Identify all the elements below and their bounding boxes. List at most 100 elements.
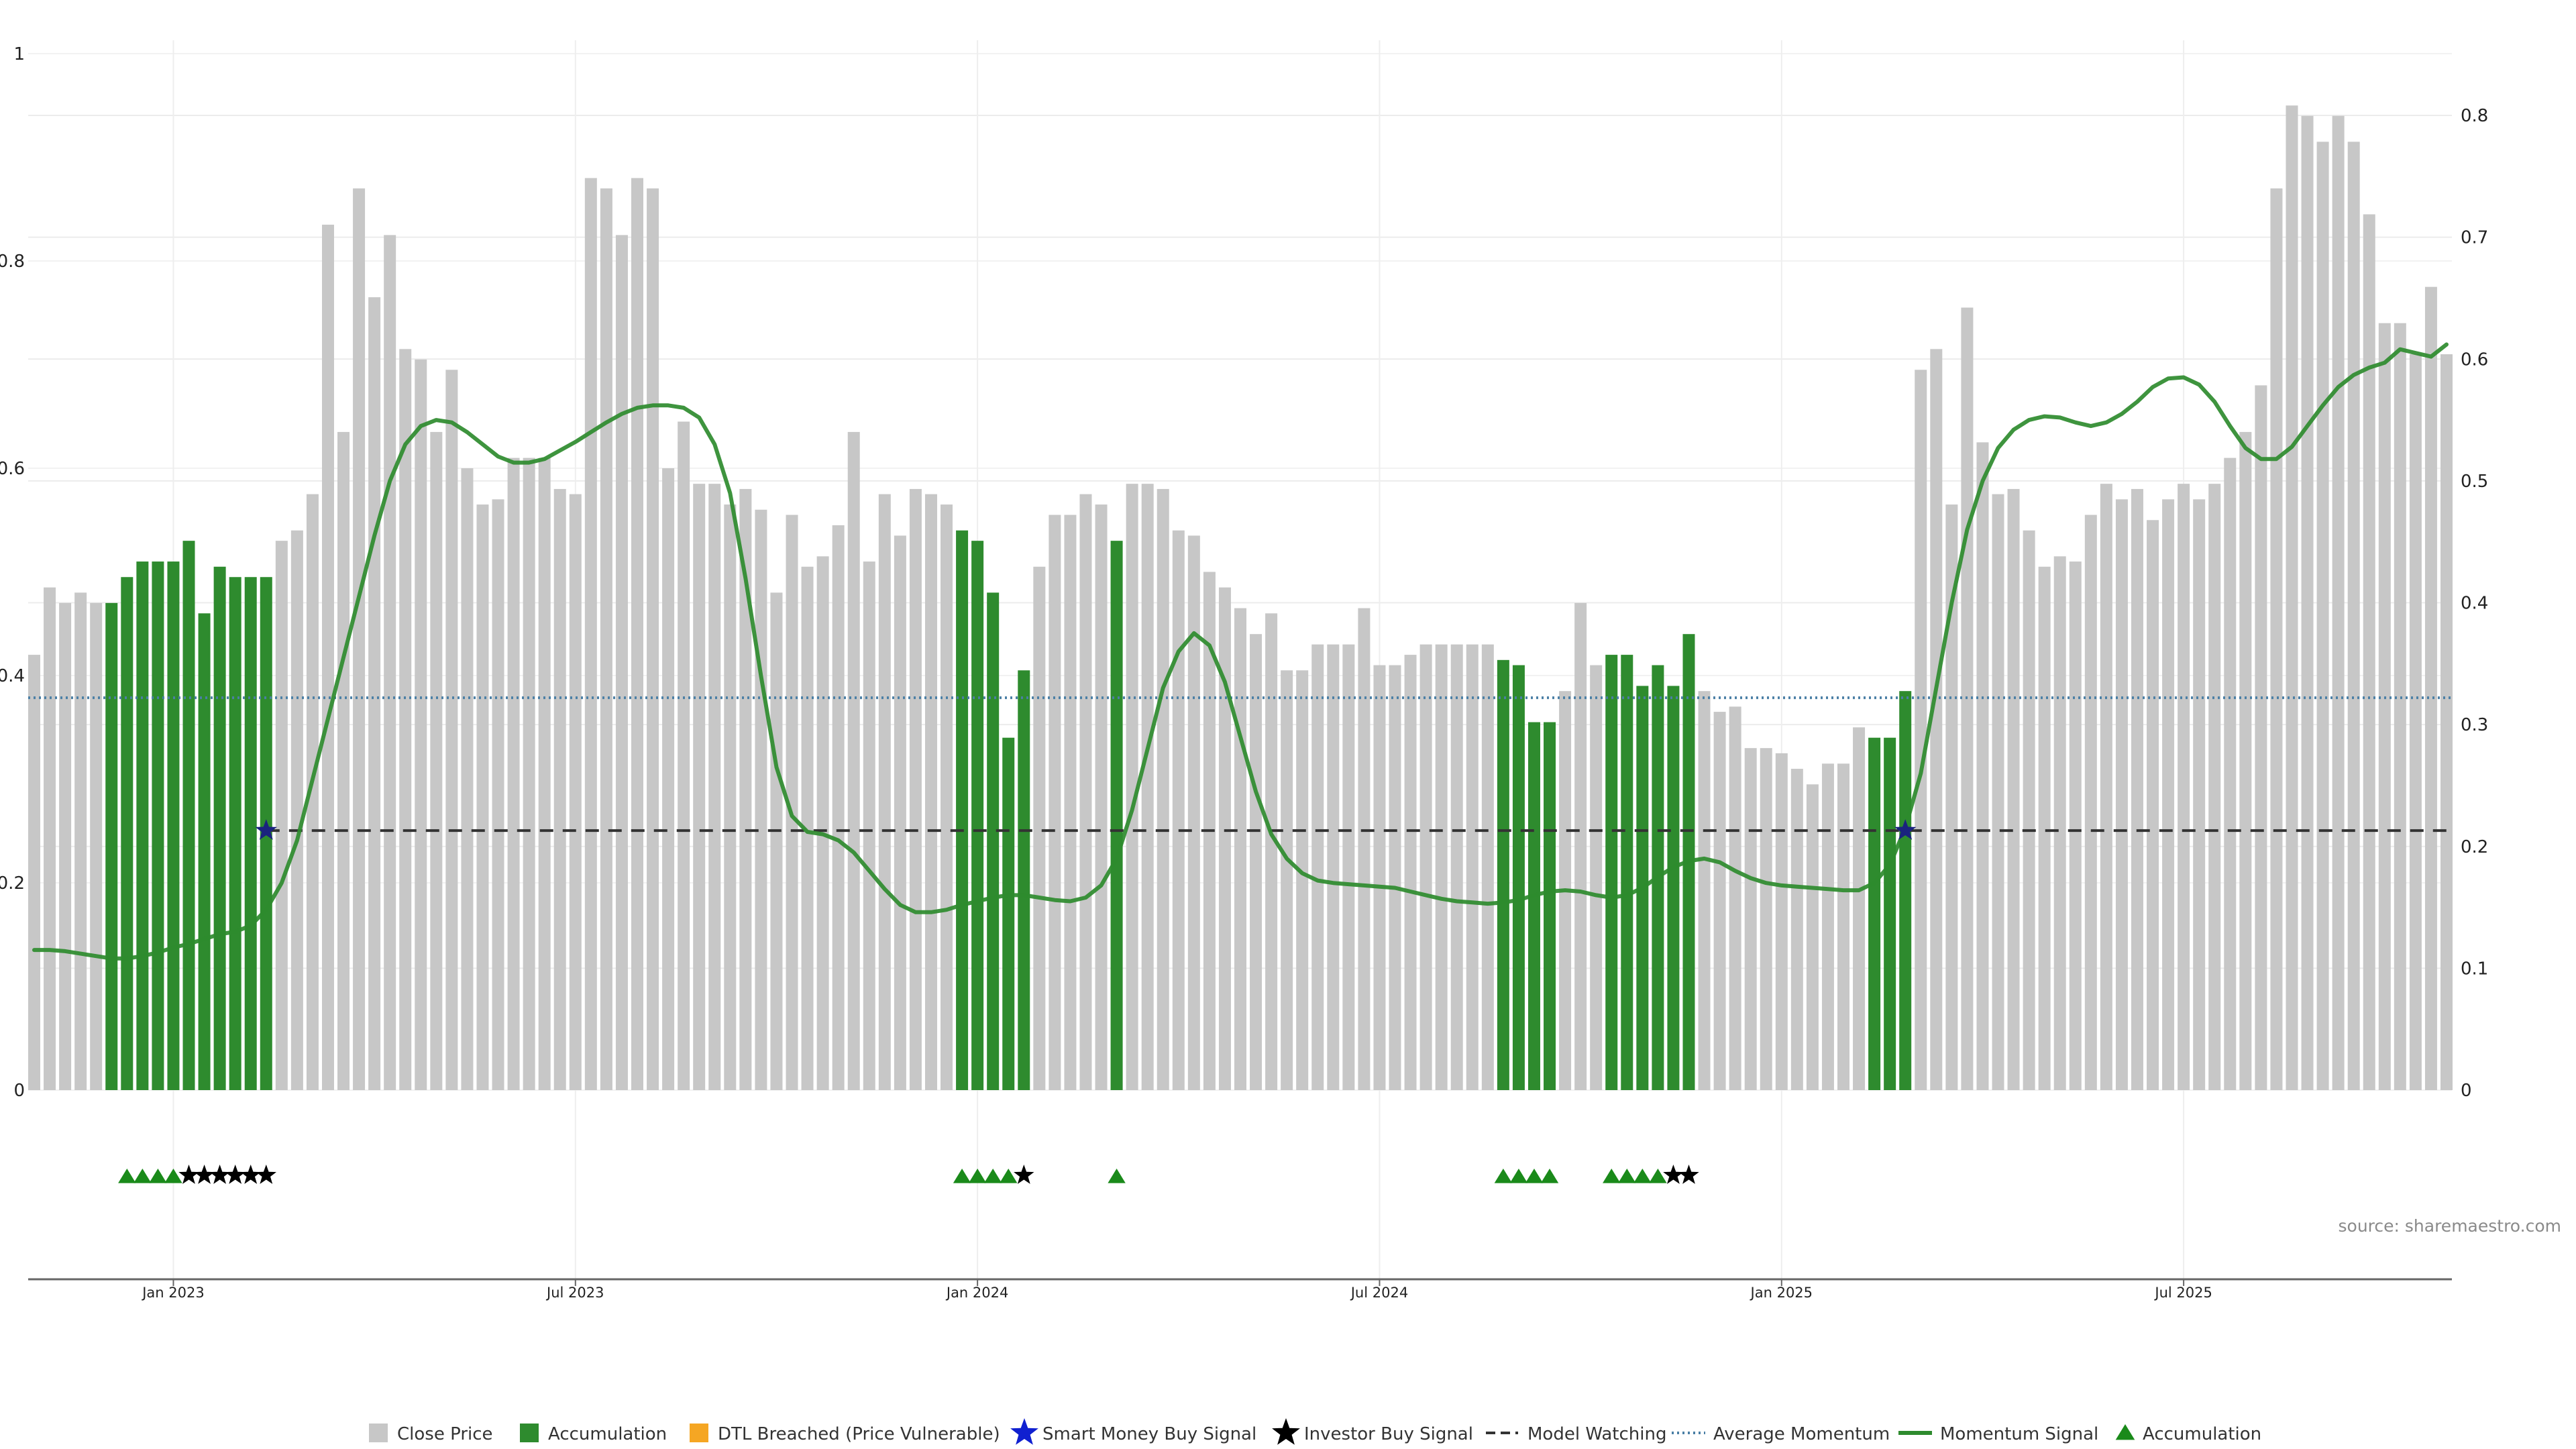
close-price-bar bbox=[2208, 484, 2221, 1090]
reference-lines bbox=[28, 696, 2452, 833]
accumulation-bar bbox=[1868, 737, 1881, 1090]
close-price-bar bbox=[1992, 494, 2004, 1090]
accumulation-triangle bbox=[133, 1169, 152, 1183]
x-tick-label: Jul 2023 bbox=[545, 1285, 604, 1301]
investor-buy-star bbox=[194, 1165, 215, 1184]
close-price-bar bbox=[1404, 655, 1417, 1090]
close-price-bar bbox=[476, 504, 489, 1090]
close-price-bar bbox=[2378, 323, 2391, 1091]
close-price-bar bbox=[538, 458, 551, 1090]
close-price-bar bbox=[1358, 608, 1371, 1090]
close-price-bar bbox=[1095, 504, 1108, 1090]
close-price-bar bbox=[1296, 670, 1309, 1090]
close-price-bar bbox=[337, 431, 350, 1090]
close-price-bar bbox=[1342, 644, 1355, 1090]
accumulation-bar bbox=[182, 541, 195, 1090]
close-price-bar bbox=[2100, 484, 2112, 1090]
signal-markers bbox=[118, 819, 1917, 1184]
close-price-bar bbox=[28, 655, 40, 1090]
legend-swatch-accumulation bbox=[520, 1424, 539, 1442]
close-price-bar bbox=[321, 224, 334, 1090]
close-price-bar bbox=[290, 530, 303, 1090]
close-price-bar bbox=[1373, 665, 1386, 1090]
y-left-tick-label: 0 bbox=[13, 1081, 25, 1101]
price-bars bbox=[28, 105, 2453, 1091]
close-price-bar bbox=[2409, 354, 2422, 1090]
close-price-bar bbox=[2023, 530, 2035, 1090]
y-right-tick-label: 0.3 bbox=[2461, 715, 2488, 735]
accumulation-bar bbox=[244, 577, 257, 1090]
accumulation-bar bbox=[198, 613, 211, 1090]
accumulation-triangle bbox=[1633, 1169, 1652, 1183]
close-price-bar bbox=[909, 488, 922, 1090]
accumulation-triangle bbox=[1000, 1169, 1018, 1183]
close-price-bar bbox=[569, 494, 582, 1090]
y-left-tick-label: 0.4 bbox=[0, 666, 25, 686]
legend-triangle-triangle bbox=[2115, 1424, 2135, 1440]
accumulation-triangle bbox=[1509, 1169, 1528, 1183]
accumulation-triangle bbox=[983, 1169, 1002, 1183]
close-price-bar bbox=[1790, 769, 1803, 1090]
close-price-bar bbox=[2193, 499, 2206, 1090]
close-price-bar bbox=[2178, 484, 2190, 1090]
accumulation-bar bbox=[1527, 722, 1540, 1090]
close-price-bar bbox=[353, 188, 366, 1091]
close-price-bar bbox=[755, 509, 767, 1090]
close-price-bar bbox=[1187, 535, 1200, 1090]
close-price-bar bbox=[1466, 644, 1479, 1090]
y-right-tick-label: 0.1 bbox=[2461, 959, 2488, 979]
accumulation-triangle bbox=[1108, 1169, 1126, 1183]
close-price-bar bbox=[2440, 354, 2453, 1090]
close-price-bar bbox=[600, 188, 612, 1091]
close-price-bar bbox=[44, 587, 56, 1090]
accumulation-bar bbox=[987, 592, 1000, 1090]
close-price-bar bbox=[59, 602, 72, 1090]
close-price-bar bbox=[786, 515, 798, 1090]
close-price-bar bbox=[2147, 520, 2159, 1090]
close-price-bar bbox=[739, 488, 752, 1090]
close-price-bar bbox=[2115, 499, 2128, 1090]
y-left-tick-label: 0.6 bbox=[0, 459, 25, 479]
x-tick-label: Jul 2024 bbox=[1350, 1285, 1408, 1301]
accumulation-triangle bbox=[1540, 1169, 1559, 1183]
close-price-bar bbox=[1311, 644, 1324, 1090]
close-price-bar bbox=[863, 561, 875, 1090]
accumulation-triangle bbox=[1618, 1169, 1636, 1183]
close-price-bar bbox=[1049, 515, 1061, 1090]
y-right-tick-label: 0.7 bbox=[2461, 228, 2488, 248]
accumulation-bar bbox=[1621, 655, 1633, 1090]
accumulation-bar bbox=[105, 602, 118, 1090]
close-price-bar bbox=[1435, 644, 1448, 1090]
x-tick-label: Jan 2024 bbox=[945, 1285, 1009, 1301]
close-price-bar bbox=[832, 525, 845, 1090]
close-price-bar bbox=[1760, 748, 1772, 1090]
close-price-bar bbox=[2347, 142, 2360, 1091]
momentum-lines bbox=[32, 342, 2449, 961]
investor-buy-star bbox=[1663, 1165, 1684, 1184]
accumulation-bar bbox=[1002, 737, 1015, 1090]
close-price-bar bbox=[445, 370, 458, 1090]
close-price-bar bbox=[2069, 561, 2082, 1090]
legend-label: Model Watching bbox=[1527, 1424, 1666, 1444]
close-price-bar bbox=[275, 541, 288, 1090]
accumulation-bar bbox=[152, 561, 164, 1090]
close-price-bar bbox=[924, 494, 937, 1090]
close-price-bar bbox=[2239, 431, 2252, 1090]
investor-buy-star bbox=[225, 1165, 246, 1184]
legend: Close Price Accumulation DTL Breached (Pri… bbox=[369, 1418, 2261, 1445]
close-price-bar bbox=[816, 556, 829, 1090]
close-price-bar bbox=[1837, 763, 1849, 1090]
close-price-bar bbox=[1157, 488, 1169, 1090]
accumulation-triangle bbox=[953, 1169, 971, 1183]
y-left-tick-label: 1 bbox=[13, 44, 25, 64]
close-price-bar bbox=[384, 235, 396, 1090]
axes: 0 0.2 0.4 0.6 0.8 1 0 0.1 0.2 0.3 0.4 0.5 0.6 0.7 0.8 J… bbox=[0, 44, 2488, 1301]
legend-swatch-close bbox=[369, 1424, 388, 1442]
close-price-bar bbox=[847, 431, 860, 1090]
close-price-bar bbox=[1327, 644, 1340, 1090]
close-price-bar bbox=[2084, 515, 2097, 1090]
close-price-bar bbox=[415, 359, 427, 1090]
close-price-bar bbox=[2131, 488, 2143, 1090]
accumulation-bar bbox=[167, 561, 180, 1090]
